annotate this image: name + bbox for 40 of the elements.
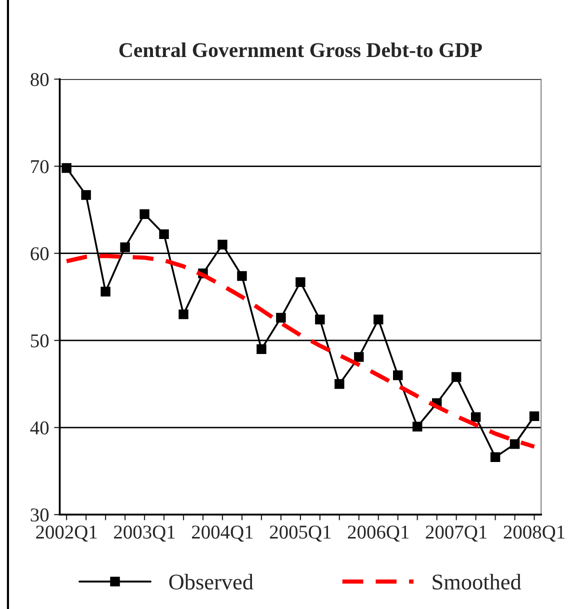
point <box>296 277 306 287</box>
legend-label: Observed <box>169 574 254 590</box>
x-tick-label: 2005Q1 <box>270 526 331 542</box>
y-tick-label: 40 <box>30 421 49 434</box>
point <box>178 309 188 320</box>
point <box>451 372 462 382</box>
x-tick-label: 2007Q1 <box>426 526 486 542</box>
y-tick-label: 70 <box>31 160 49 174</box>
point <box>256 344 266 354</box>
chart-title: Central Government Gross Debt-to GDP <box>119 42 482 58</box>
line-series <box>64 254 536 449</box>
point <box>529 411 540 422</box>
point <box>315 314 325 324</box>
x-tick-label: 2004Q1 <box>192 526 253 542</box>
point <box>276 312 286 323</box>
y-tick-label: 60 <box>30 247 49 260</box>
y-tick-label: 30 <box>30 508 49 522</box>
point <box>218 240 228 250</box>
y-tick-label: 50 <box>31 334 49 348</box>
x-tick-label: 2002Q1 <box>36 526 97 542</box>
point <box>159 229 169 240</box>
point <box>374 314 384 324</box>
x-tick-label: 2008Q1 <box>504 526 564 542</box>
point <box>100 286 110 297</box>
point <box>354 352 364 362</box>
point <box>470 412 481 422</box>
point <box>412 422 422 432</box>
point <box>62 163 72 173</box>
point <box>490 452 500 462</box>
legend-label: Smoothed <box>432 574 522 590</box>
point <box>393 370 403 380</box>
point <box>510 439 520 449</box>
point <box>120 242 130 252</box>
y-tick-label: 80 <box>30 72 49 86</box>
point <box>140 209 150 220</box>
point <box>237 271 247 281</box>
x-tick-label: 2003Q1 <box>114 526 175 542</box>
point <box>81 190 91 200</box>
point <box>334 379 344 389</box>
x-tick-label: 2006Q1 <box>348 526 409 542</box>
